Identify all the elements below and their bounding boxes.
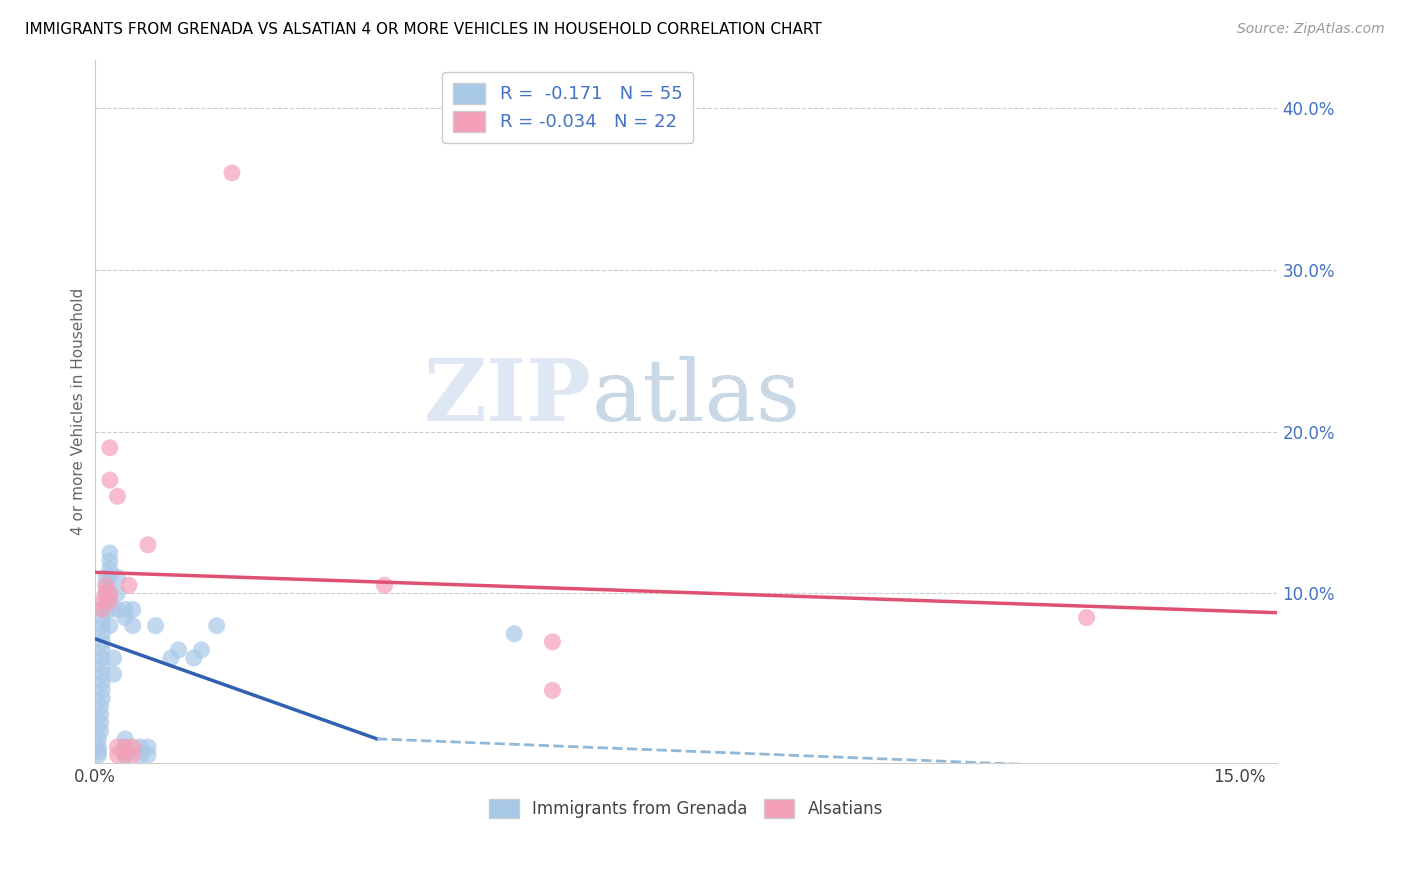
Point	[91, 659, 114, 673]
Point	[114, 739, 136, 754]
Point	[91, 691, 114, 706]
Point	[98, 594, 121, 608]
Point	[87, 739, 110, 754]
Text: Source: ZipAtlas.com: Source: ZipAtlas.com	[1237, 22, 1385, 37]
Point	[87, 731, 110, 746]
Point	[129, 739, 152, 754]
Point	[98, 441, 121, 455]
Legend: Immigrants from Grenada, Alsatians: Immigrants from Grenada, Alsatians	[482, 793, 890, 825]
Point	[190, 643, 212, 657]
Point	[503, 626, 526, 640]
Point	[98, 602, 121, 616]
Point	[121, 602, 143, 616]
Point	[541, 683, 564, 698]
Point	[98, 570, 121, 584]
Point	[114, 602, 136, 616]
Point	[103, 651, 125, 665]
Point	[107, 739, 129, 754]
Point	[94, 586, 117, 600]
Point	[87, 745, 110, 759]
Point	[94, 586, 117, 600]
Point	[98, 586, 121, 600]
Point	[91, 602, 114, 616]
Y-axis label: 4 or more Vehicles in Household: 4 or more Vehicles in Household	[72, 288, 86, 535]
Point	[91, 643, 114, 657]
Point	[114, 610, 136, 624]
Point	[107, 586, 129, 600]
Point	[107, 747, 129, 762]
Text: atlas: atlas	[592, 356, 800, 439]
Point	[98, 594, 121, 608]
Point	[121, 618, 143, 632]
Text: IMMIGRANTS FROM GRENADA VS ALSATIAN 4 OR MORE VEHICLES IN HOUSEHOLD CORRELATION : IMMIGRANTS FROM GRENADA VS ALSATIAN 4 OR…	[25, 22, 823, 37]
Point	[107, 570, 129, 584]
Point	[91, 594, 114, 608]
Point	[87, 747, 110, 762]
Point	[118, 578, 141, 592]
Point	[114, 739, 136, 754]
Point	[114, 747, 136, 762]
Point	[160, 651, 183, 665]
Point	[205, 618, 228, 632]
Point	[121, 747, 143, 762]
Point	[374, 578, 396, 592]
Point	[90, 707, 112, 722]
Point	[98, 618, 121, 632]
Point	[167, 643, 190, 657]
Point	[91, 635, 114, 649]
Point	[103, 667, 125, 681]
Point	[114, 747, 136, 762]
Point	[91, 618, 114, 632]
Point	[145, 618, 167, 632]
Point	[107, 602, 129, 616]
Point	[91, 610, 114, 624]
Point	[91, 651, 114, 665]
Point	[221, 166, 243, 180]
Point	[91, 626, 114, 640]
Point	[541, 635, 564, 649]
Point	[90, 699, 112, 714]
Point	[94, 578, 117, 592]
Point	[98, 554, 121, 568]
Point	[107, 489, 129, 503]
Point	[91, 602, 114, 616]
Point	[91, 667, 114, 681]
Point	[94, 594, 117, 608]
Point	[91, 675, 114, 690]
Point	[98, 473, 121, 487]
Point	[114, 731, 136, 746]
Point	[121, 739, 143, 754]
Point	[91, 683, 114, 698]
Point	[90, 715, 112, 730]
Point	[183, 651, 205, 665]
Point	[94, 570, 117, 584]
Point	[136, 538, 159, 552]
Point	[94, 578, 117, 592]
Point	[129, 747, 152, 762]
Point	[98, 562, 121, 576]
Point	[136, 739, 159, 754]
Text: ZIP: ZIP	[423, 355, 592, 439]
Point	[90, 723, 112, 738]
Point	[98, 546, 121, 560]
Point	[1076, 610, 1098, 624]
Point	[136, 747, 159, 762]
Point	[98, 586, 121, 600]
